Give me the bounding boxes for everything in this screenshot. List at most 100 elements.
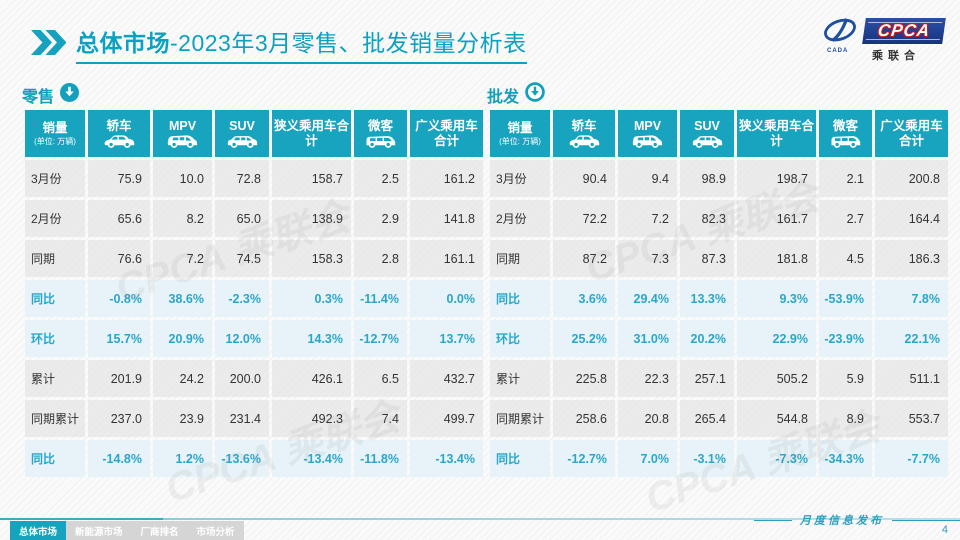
value-cell: 492.3 [272,400,351,437]
value-cell: 2.7 [819,200,872,237]
row-label-cell: 同期 [25,240,85,277]
value-cell: 25.2% [553,320,615,357]
value-cell: 22.3 [618,360,677,397]
row-label-cell: 3月份 [25,160,85,197]
row-label-cell: 环比 [25,320,85,357]
retail-section-label: 零售 [22,88,55,106]
value-cell: 158.3 [272,240,351,277]
column-header-label: MPV [633,118,662,133]
value-cell: 553.7 [875,400,948,437]
release-label-row: 月度信息发布 [754,512,960,528]
value-cell: 2.8 [354,240,407,277]
value-cell: 499.7 [410,400,483,437]
value-cell: 0.3% [272,280,351,317]
value-cell: 74.5 [215,240,269,277]
value-cell: 22.9% [737,320,816,357]
release-dash [892,519,960,521]
value-cell: 7.4 [354,400,407,437]
suv-icon [215,134,269,149]
row-label-cell: 同期 [490,240,550,277]
value-cell: 23.9 [153,400,212,437]
value-cell: 544.8 [737,400,816,437]
row-label-cell: 同比 [490,440,550,477]
value-cell: -0.8% [88,280,150,317]
table-row: 同比 -12.7% 7.0% -3.1% -7.3% -34.3% -7.7% [490,440,948,477]
table-row: 同比 -14.8% 1.2% -13.6% -13.4% -11.8% -13.4% [25,440,483,477]
cpca-logo-text: CPCA [876,21,932,40]
retail-table-block: 零售 销量 (单位: 万辆) 轿车 MPV SUV 狭义乘用车合计 微客 广义乘用车合计 3月份… [22,82,483,480]
value-cell: 7.2 [153,240,212,277]
value-cell: 82.3 [680,200,734,237]
footer-tab-2[interactable]: 新能源市场 [66,521,132,540]
release-dash [754,519,792,521]
value-cell: 20.9% [153,320,212,357]
microvan-icon [819,134,872,149]
column-header-label: 轿车 [571,118,597,133]
footer-tab-4[interactable]: 市场分析 [187,521,244,540]
column-header: 微客 [819,110,872,157]
unit-label: (单位: 万辆) [34,137,76,147]
value-cell: 1.2% [153,440,212,477]
row-label-cell: 2月份 [25,200,85,237]
value-cell: 72.2 [553,200,615,237]
table-row: 累计 225.8 22.3 257.1 505.2 5.9 511.1 [490,360,948,397]
double-chevron-icon [30,30,67,60]
wholesale-sales-table: 销量 (单位: 万辆) 轿车 MPV SUV 狭义乘用车合计 微客 广义乘用车合计 3月份 90.… [487,107,951,480]
value-cell: 7.8% [875,280,948,317]
value-cell: -13.6% [215,440,269,477]
column-header: 广义乘用车合计 [410,110,483,157]
value-cell: 4.5 [819,240,872,277]
suv-icon [680,134,734,149]
footer-tab-1[interactable]: 总体市场 [10,521,67,540]
table-row: 同比 3.6% 29.4% 13.3% 9.3% -53.9% 7.8% [490,280,948,317]
retail-sales-table: 销量 (单位: 万辆) 轿车 MPV SUV 狭义乘用车合计 微客 广义乘用车合计 3月份 75.… [22,107,486,480]
column-header-label: 轿车 [106,118,132,133]
cpca-logo-box: CPCA [862,18,946,44]
value-cell: 65.6 [88,200,150,237]
value-cell: 2.1 [819,160,872,197]
value-cell: -12.7% [553,440,615,477]
value-cell: 161.2 [410,160,483,197]
table-row: 3月份 75.9 10.0 72.8 158.7 2.5 161.2 [25,160,483,197]
value-cell: 8.2 [153,200,212,237]
page-title-section: 总体市场 [76,30,170,56]
wholesale-down-arrow-icon [525,82,545,107]
value-cell: 432.7 [410,360,483,397]
value-cell: 164.4 [875,200,948,237]
row-label-cell: 累计 [25,360,85,397]
value-cell: 87.2 [553,240,615,277]
value-cell: 13.7% [410,320,483,357]
column-header-label: 销量 [42,120,68,135]
value-cell: 201.9 [88,360,150,397]
cada-swoosh-icon [820,14,860,53]
value-cell: 198.7 [737,160,816,197]
value-cell: 231.4 [215,400,269,437]
cpca-logo-subtitle: 乘联合 [872,50,920,62]
column-header: 轿车 [88,110,150,157]
value-cell: 161.7 [737,200,816,237]
value-cell: -13.4% [272,440,351,477]
value-cell: 9.3% [737,280,816,317]
table-header-row: 销量 (单位: 万辆) 轿车 MPV SUV 狭义乘用车合计 微客 广义乘用车合计 [25,110,483,157]
slide-header: 总体市场-2023年3月零售、批发销量分析表 [30,24,527,64]
value-cell: 2.9 [354,200,407,237]
value-cell: 186.3 [875,240,948,277]
value-cell: 426.1 [272,360,351,397]
table-row: 同比 -0.8% 38.6% -2.3% 0.3% -11.4% 0.0% [25,280,483,317]
value-cell: -2.3% [215,280,269,317]
mpv-icon [153,134,212,149]
column-header: MPV [618,110,677,157]
value-cell: -3.1% [680,440,734,477]
value-cell: -53.9% [819,280,872,317]
value-cell: 98.9 [680,160,734,197]
value-cell: 225.8 [553,360,615,397]
column-header: 轿车 [553,110,615,157]
retail-down-arrow-icon [60,82,80,107]
value-cell: 7.2 [618,200,677,237]
column-header-label: MPV [168,118,197,133]
footer-tab-3[interactable]: 厂商排名 [131,521,188,540]
column-header-label: 广义乘用车合计 [415,119,478,148]
microvan-icon [354,134,407,149]
value-cell: 12.0% [215,320,269,357]
row-label-cell: 累计 [490,360,550,397]
